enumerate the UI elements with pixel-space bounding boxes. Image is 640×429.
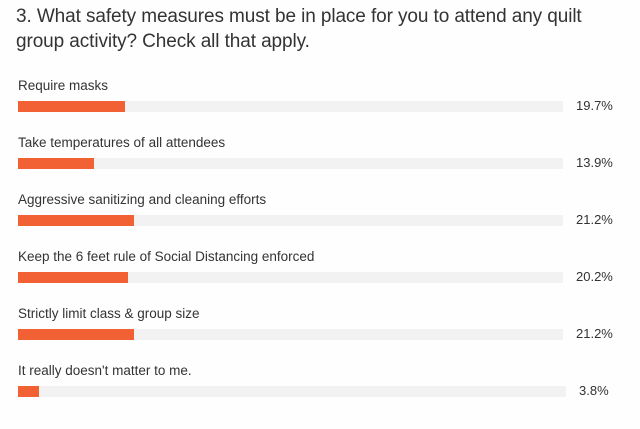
answer-row-doesnt-matter: It really doesn't matter to me. 3.8% [0, 362, 640, 419]
bar-track [18, 272, 563, 283]
bar-fill [18, 386, 39, 397]
answer-row-social-distancing: Keep the 6 feet rule of Social Distancin… [0, 248, 640, 305]
percent-label: 21.2% [576, 326, 613, 341]
answer-label: Aggressive sanitizing and cleaning effor… [18, 192, 267, 207]
bar-fill [18, 329, 134, 340]
percent-label: 13.9% [576, 155, 613, 170]
percent-label: 20.2% [576, 269, 613, 284]
bar-track [18, 386, 566, 397]
bar-track [18, 101, 563, 112]
answer-row-take-temperatures: Take temperatures of all attendees 13.9% [0, 134, 640, 191]
answer-row-aggressive-sanitizing: Aggressive sanitizing and cleaning effor… [0, 191, 640, 248]
bar-fill [18, 272, 129, 283]
answer-label: Keep the 6 feet rule of Social Distancin… [18, 249, 315, 264]
bar-fill [18, 101, 126, 112]
answer-label: Require masks [18, 78, 109, 93]
bar-track [18, 329, 563, 340]
question-title: 3. What safety measures must be in place… [16, 6, 582, 52]
percent-label: 21.2% [576, 212, 613, 227]
answer-row-limit-group-size: Strictly limit class & group size 21.2% [0, 305, 640, 362]
bar-fill [18, 215, 134, 226]
bar-track [18, 158, 563, 169]
bar-track [18, 215, 563, 226]
answer-row-require-masks: Require masks 19.7% [0, 77, 640, 134]
answer-label: It really doesn't matter to me. [18, 363, 192, 378]
percent-label: 3.8% [579, 383, 609, 398]
answer-label: Strictly limit class & group size [18, 306, 200, 321]
percent-label: 19.7% [576, 98, 613, 113]
answer-label: Take temperatures of all attendees [18, 135, 226, 150]
bar-fill [18, 158, 94, 169]
